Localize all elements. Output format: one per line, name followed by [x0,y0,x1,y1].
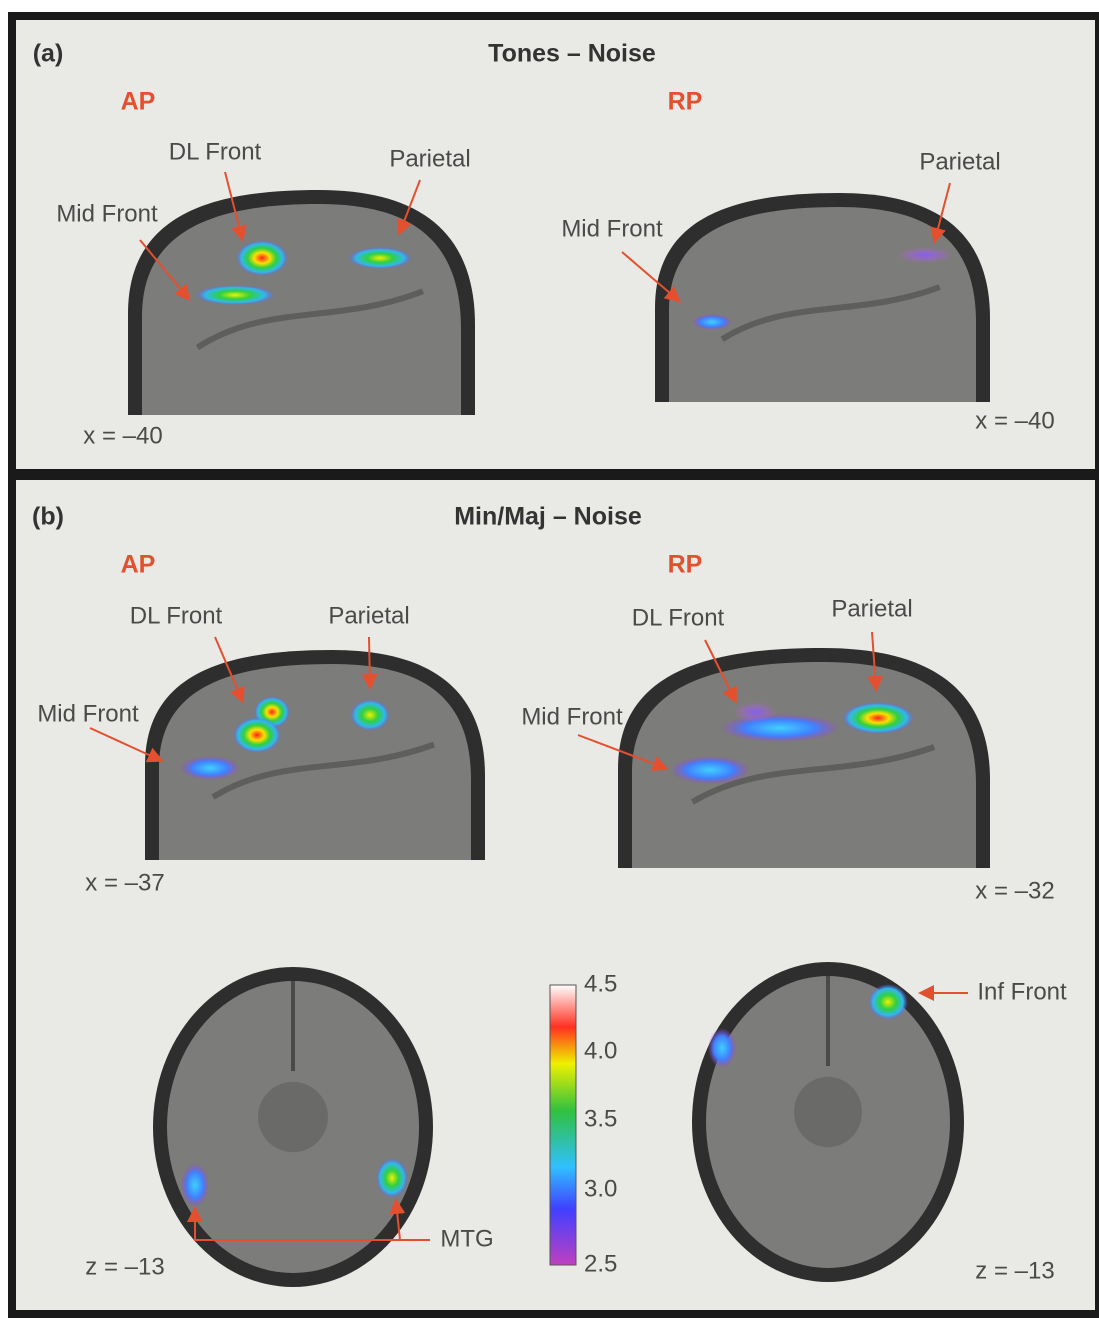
panel-title: Min/Maj – Noise [454,503,642,531]
activation [348,247,412,269]
label: Mid Front [561,215,663,242]
activation [350,699,390,731]
activation [842,702,914,734]
label: 3.5 [584,1105,617,1132]
panel-title: Tones – Noise [488,40,656,68]
label: DL Front [169,138,262,165]
arrow [369,637,370,686]
panel-title: (b) [32,503,64,531]
brain [669,207,976,402]
label: MTG [440,1225,493,1252]
activation [897,247,953,263]
activation [670,756,750,784]
group-label: RP [668,551,703,579]
label: Parietal [831,595,912,622]
label: Mid Front [56,200,158,227]
label: Mid Front [521,703,623,730]
label: 3.0 [584,1175,617,1202]
label: z = –13 [85,1253,164,1280]
label: Parietal [328,602,409,629]
figure: (a) Tones – Noise AP RP DL Front Parietal Mid … [0,0,1099,1318]
group-label: RP [668,88,703,116]
label: DL Front [632,604,725,631]
colorbar [550,985,576,1265]
activation [376,1158,408,1198]
panel-title: (a) [33,40,64,68]
activation [733,702,777,722]
label: 4.5 [584,970,617,997]
brain [142,204,461,415]
separator [8,469,1099,480]
label: x = –37 [85,869,164,896]
activation [180,756,240,780]
activation [181,1163,209,1207]
label: Mid Front [37,700,139,727]
label: Inf Front [977,978,1067,1005]
group-label: AP [121,88,156,116]
label: z = –13 [975,1257,1054,1284]
label: Parietal [919,148,1000,175]
midbrain [258,1082,328,1152]
label: x = –40 [83,422,162,449]
activation [692,314,732,330]
label: 2.5 [584,1250,617,1277]
label: Parietal [389,145,470,172]
midbrain [794,1077,862,1147]
label: x = –40 [975,407,1054,434]
activation [868,984,908,1020]
activation [708,1028,736,1068]
activation [195,285,275,305]
group-label: AP [121,551,156,579]
activation [233,717,281,753]
label: 4.0 [584,1037,617,1064]
label: x = –32 [975,877,1054,904]
label: DL Front [130,602,223,629]
activation [236,240,288,276]
